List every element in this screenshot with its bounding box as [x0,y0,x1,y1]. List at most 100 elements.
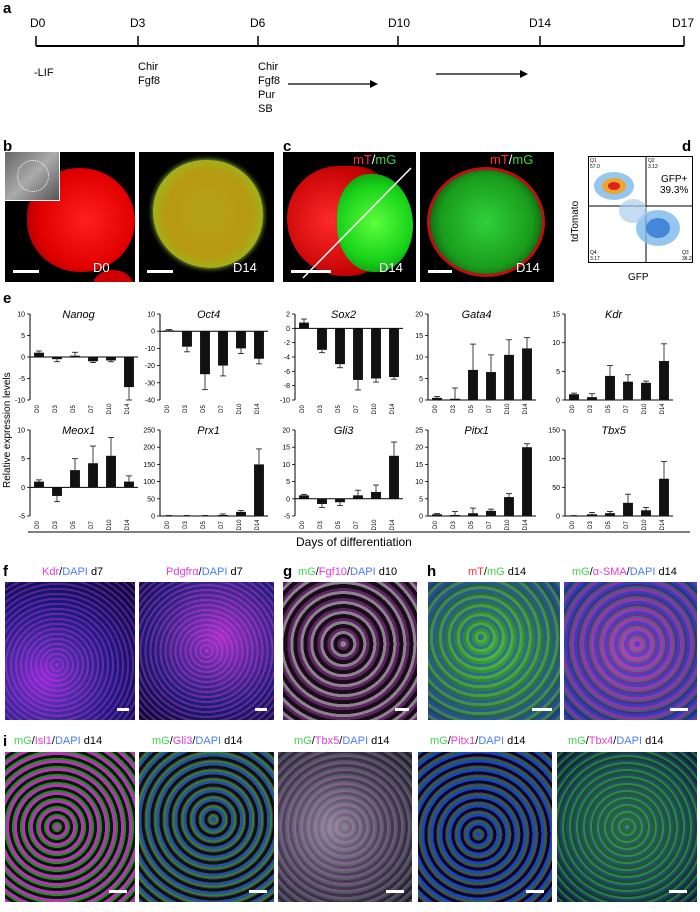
y-tick-label: 50 [147,496,155,503]
gene-title: Gli3 [334,425,354,437]
treatment-item: Fgf8 [138,75,161,87]
stage-label: D14 [516,260,540,275]
image-i-gli3 [139,752,274,902]
x-tick-label: D10 [237,403,243,415]
image-i-pitx1 [418,752,552,902]
stage: d14 [83,735,103,747]
y-tick-label: 15 [552,312,560,319]
bar [52,487,62,496]
gene-title: Sox2 [331,309,356,321]
day-d3: D3 [130,16,146,30]
gene-title: Prx1 [197,425,220,437]
chart-meox1: 10 5 0 -5 Meox1 D0 D3 D5 D7 D10 D14 [17,425,138,531]
stain-magenta: Tbx4 [588,735,614,747]
bar [254,464,264,516]
stain-blue: DAPI [201,566,228,578]
bar [254,331,264,359]
scale-bar [249,890,267,893]
y-tick-label: 0 [21,355,25,362]
legend-mt: mT [353,152,372,167]
x-tick-label: D7 [354,521,360,529]
panel-label-g: g [283,563,293,580]
x-tick-label: D7 [487,405,493,413]
bar [389,328,399,378]
x-tick-label: D10 [372,403,378,415]
x-tick-label: D0 [35,521,41,529]
panel-label-h: h [427,563,437,580]
caption-g: mG/Fgf10/DAPI d10 [298,566,398,578]
day-d0: D0 [30,16,46,30]
y-tick-label: 0 [151,329,155,336]
bar [299,322,309,329]
bar [587,397,597,400]
bar [504,497,514,516]
x-tick-label: D5 [469,405,475,413]
caption-f-left: Kdr/DAPI d7 [42,566,104,578]
y-tick-label: -5 [19,514,25,521]
stage-label: D14 [233,260,257,275]
bar [164,515,174,517]
scale-bar [428,270,452,273]
chart-gata4: 20 15 10 5 0 Gata4 D0 D3 D5 D7 D10 D14 [415,309,536,415]
q2-name: Q2 [648,158,655,164]
y-tick-label: 250 [143,428,155,435]
bar [317,328,327,350]
x-tick-label: D3 [588,521,594,529]
image-f-pdgfra [139,582,274,720]
q3-label: Q3 36.2 [682,250,692,262]
bar [605,513,615,516]
y-tick-label: 0 [419,398,423,405]
caption-i-4: mG/Pitx1/DAPI d14 [430,735,526,747]
x-tick-label: D5 [336,405,342,413]
legend: mT/mG [490,152,533,167]
gene-title: Nanog [62,309,95,321]
x-tick-label: D14 [660,519,666,531]
y-tick-label: -20 [145,363,155,370]
bar [569,394,579,400]
stage: d7 [90,566,104,578]
caption-i-3: mG/Tbx5/DAPI d14 [294,735,390,747]
scale-bar [13,270,39,273]
scale-bar [255,708,267,711]
bar [659,361,669,400]
stain-magenta: Pitx1 [450,735,476,747]
q3-name: Q3 [682,250,689,256]
y-tick-label: 0 [21,485,25,492]
x-tick-label: D10 [642,519,648,531]
q1-name: Q1 [590,158,597,164]
stain-green: mG [294,735,312,747]
x-tick-label: D10 [107,519,113,531]
x-tick-label: D5 [71,521,77,529]
panel-label-f: f [3,563,8,580]
bar [34,352,44,357]
x-tick-label: D3 [451,521,457,529]
image-h-mt-mg [428,582,560,720]
y-tick-label: 5 [419,376,423,383]
stain-green: mG [430,735,448,747]
y-tick-label: 10 [415,479,423,486]
y-tick-label: -10 [15,398,25,405]
y-tick-label: -10 [145,346,155,353]
panel-label-b: b [3,138,13,155]
q1-label: Q1 57.0 [590,158,600,170]
y-tick-label: 0 [556,514,560,521]
chart-gli3: 20 15 10 5 0 -5 Gli3 D0 D3 D5 D7 D10 D14 [282,425,403,531]
y-tick-label: 0 [286,496,290,503]
y-tick-label: 0 [286,326,290,333]
stain-green: mG [152,735,170,747]
y-tick-label: 10 [17,312,25,319]
y-tick-label: 100 [548,456,560,463]
legend-mg: mG [375,152,397,167]
stain-green: mG [572,566,590,578]
stain-magenta: Pdgfrα [166,566,199,578]
chart-pitx1: 25 20 15 10 5 0 Pitx1 D0 D3 D5 D7 D10 D14 [415,425,536,531]
y-tick-label: 20 [415,312,423,319]
gate-label: GFP+ 39.3% [660,174,688,196]
y-tick-label: 0 [556,398,560,405]
small-red-blob [93,270,133,282]
section-tissue [430,170,542,274]
legend-mt: mT [490,152,509,167]
x-tick-label: D3 [318,521,324,529]
stain-blue: DAPI [629,566,656,578]
chart-xlabel: Days of differentiation [296,535,412,549]
